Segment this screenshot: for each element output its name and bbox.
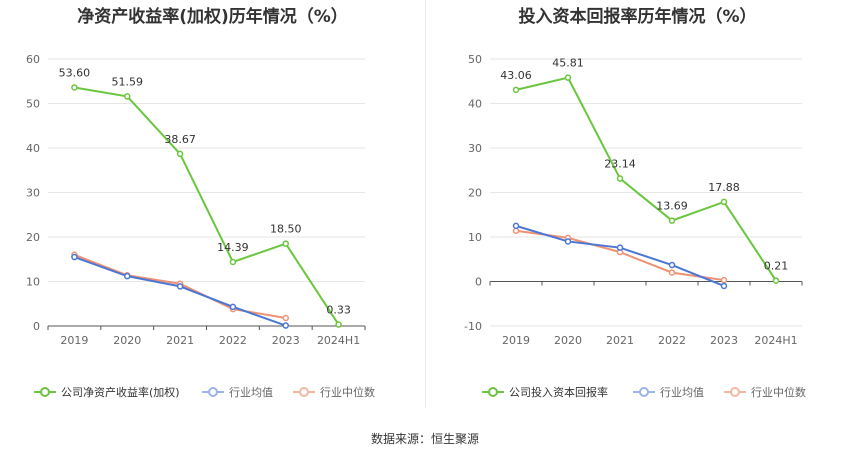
chart-title: 投入资本回报率历年情况（%） xyxy=(518,7,757,27)
y-tick-label: 20 xyxy=(26,231,40,244)
legend: 公司投入资本回报率 行业均值 行业中位数 xyxy=(425,382,850,402)
data-label: 23.14 xyxy=(604,158,636,171)
legend: 公司净资产收益率(加权) 行业均值 行业中位数 xyxy=(0,382,425,402)
data-point xyxy=(176,283,184,290)
x-tick-label: 2024H1 xyxy=(317,334,360,347)
legend-line-icon xyxy=(293,387,315,397)
data-point xyxy=(564,74,572,81)
y-tick-label: 0 xyxy=(33,320,40,333)
y-tick-label: 50 xyxy=(468,53,482,66)
x-tick-label: 2024H1 xyxy=(754,334,797,347)
x-tick-label: 2023 xyxy=(710,334,738,347)
data-label: 13.69 xyxy=(656,200,688,213)
data-label: 0.33 xyxy=(326,304,351,317)
roe-line-chart: 0 10 20 30 40 50 60 2019 2020 2021 2022 2023 2024H1 5… xyxy=(26,53,366,347)
legend-label: 行业均值 xyxy=(660,386,704,399)
legend-line-icon xyxy=(724,387,746,397)
panel-divider xyxy=(425,0,426,408)
legend-industry-median[interactable]: 行业中位数 xyxy=(293,382,375,402)
legend-label: 公司投入资本回报率 xyxy=(509,386,608,399)
data-point xyxy=(772,277,780,284)
data-point xyxy=(282,322,289,329)
chart-title: 净资产收益率(加权)历年情况（%） xyxy=(77,7,348,27)
y-tick-label: 0 xyxy=(475,276,482,289)
legend-line-icon xyxy=(202,387,224,397)
data-label: 43.06 xyxy=(500,69,532,82)
data-point xyxy=(564,238,572,245)
y-tick-label: 40 xyxy=(468,98,482,111)
data-point xyxy=(229,258,237,266)
y-tick-label: 30 xyxy=(468,142,482,155)
series-line xyxy=(515,76,777,282)
data-label: 0.21 xyxy=(764,260,789,273)
legend-label: 行业均值 xyxy=(229,386,273,399)
data-label: 14.39 xyxy=(217,241,249,254)
legend-label: 行业中位数 xyxy=(320,386,375,399)
data-point xyxy=(282,240,289,247)
data-label: 38.67 xyxy=(164,133,196,146)
x-tick-label: 2020 xyxy=(113,334,141,347)
legend-industry-median[interactable]: 行业中位数 xyxy=(724,382,806,402)
legend-industry-avg[interactable]: 行业均值 xyxy=(202,382,273,402)
series-line xyxy=(74,86,340,326)
data-point xyxy=(124,93,131,100)
data-point xyxy=(616,175,624,182)
legend-line-icon xyxy=(34,387,56,397)
y-tick-label: 40 xyxy=(26,142,40,155)
y-tick-label: 30 xyxy=(26,187,40,200)
data-point xyxy=(668,217,676,224)
y-tick-label: 10 xyxy=(26,276,40,289)
y-tick-label: -10 xyxy=(464,320,482,333)
data-point xyxy=(720,198,728,206)
data-label: 45.81 xyxy=(552,57,584,70)
legend-company[interactable]: 公司净资产收益率(加权) xyxy=(34,382,180,402)
roe-chart-panel: 净资产收益率(加权)历年情况（%） 0 10 20 30 40 50 60 2019 2020 2… xyxy=(0,0,425,415)
data-point xyxy=(512,222,520,230)
data-point xyxy=(124,272,131,280)
data-point xyxy=(616,244,624,251)
data-point xyxy=(720,276,728,284)
x-tick-label: 2021 xyxy=(166,334,194,347)
series-line xyxy=(515,224,725,287)
y-tick-label: 50 xyxy=(26,98,40,111)
x-tick-label: 2022 xyxy=(219,334,247,347)
data-source: 数据来源：恒生聚源 xyxy=(370,432,479,446)
x-tick-label: 2021 xyxy=(606,334,634,347)
x-tick-label: 2019 xyxy=(60,334,88,347)
legend-line-icon xyxy=(482,387,504,397)
data-label: 17.88 xyxy=(708,181,740,194)
data-label: 18.50 xyxy=(270,223,302,236)
data-point xyxy=(282,314,289,322)
y-tick-label: 10 xyxy=(468,231,482,244)
x-tick-label: 2020 xyxy=(554,334,582,347)
roic-chart-panel: 投入资本回报率历年情况（%） -10 0 10 20 30 40 50 2019 2020 202… xyxy=(425,0,850,415)
data-point xyxy=(335,321,342,328)
x-tick-label: 2019 xyxy=(502,334,530,347)
legend-label: 行业中位数 xyxy=(751,386,806,399)
data-point xyxy=(668,269,676,276)
y-tick-label: 20 xyxy=(468,187,482,200)
data-point xyxy=(229,303,237,311)
legend-industry-avg[interactable]: 行业均值 xyxy=(633,382,704,402)
legend-line-icon xyxy=(633,387,655,397)
data-label: 53.60 xyxy=(59,66,91,79)
x-tick-label: 2022 xyxy=(658,334,686,347)
data-point xyxy=(71,253,78,261)
data-point xyxy=(720,282,728,290)
data-point xyxy=(512,86,520,94)
y-tick-label: 60 xyxy=(26,53,40,66)
x-tick-label: 2023 xyxy=(272,334,300,347)
data-label: 51.59 xyxy=(112,75,144,88)
legend-label: 公司净资产收益率(加权) xyxy=(61,386,180,399)
data-point xyxy=(668,261,676,269)
roic-line-chart: -10 0 10 20 30 40 50 2019 2020 2021 2022 2023 2024H1… xyxy=(464,53,803,347)
data-point xyxy=(176,150,184,158)
data-point xyxy=(71,84,78,91)
legend-company[interactable]: 公司投入资本回报率 xyxy=(482,382,608,402)
